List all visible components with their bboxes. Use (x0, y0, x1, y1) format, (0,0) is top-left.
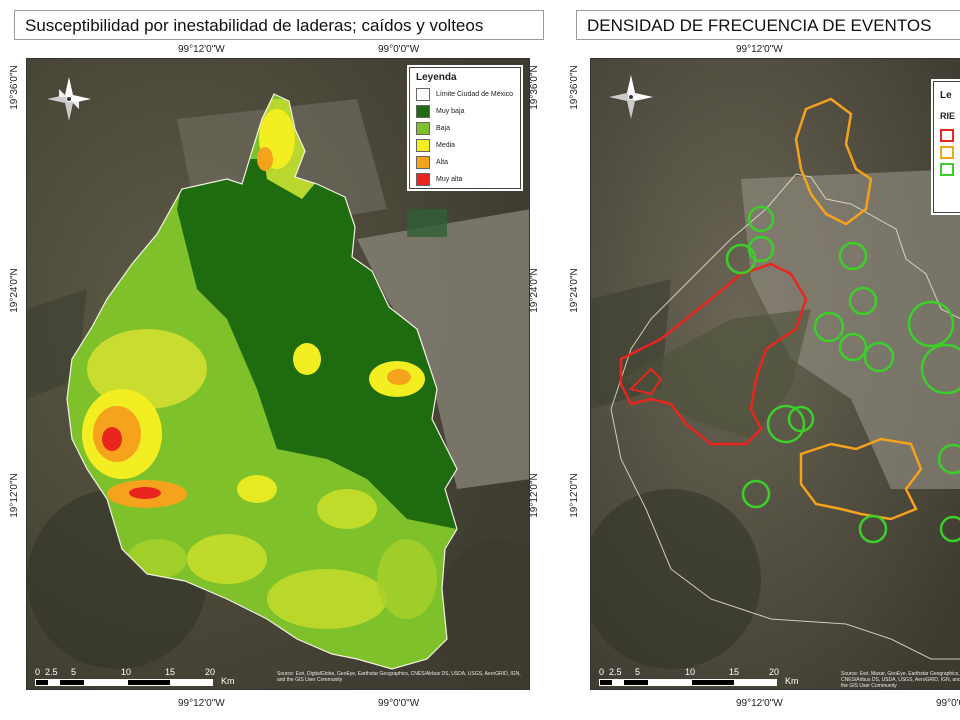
left-tick-label: 19°12'0"N (568, 473, 580, 518)
legend-item: Límite Ciudad de México (410, 86, 520, 103)
legend-item: Muy baja (410, 103, 520, 120)
map-credits: Source: Esri, DigitalGlobe, GeoEye, Eart… (277, 671, 521, 683)
legend-item: Baja (410, 120, 520, 137)
scale-label: 20 (769, 667, 780, 677)
right-tick-label: 19°12'0"N (528, 473, 540, 518)
left-map-title: Susceptibilidad por inestabilidad de lad… (14, 10, 544, 40)
right-map-frame: Le RIE 0 2.5 5 10 15 20 Km (590, 58, 960, 690)
legend-swatch (416, 122, 430, 135)
legend-item: Media (410, 137, 520, 154)
map-credits: Source: Esri, Maxar, GeoEye, Earthstar G… (841, 671, 960, 689)
top-tick-label: 99°12'0"W (178, 44, 225, 55)
legend-subtitle: RIE (940, 111, 956, 121)
right-map-title: DENSIDAD DE FRECUENCIA DE EVENTOS (576, 10, 960, 40)
scale-unit: Km (785, 676, 799, 686)
legend-swatch (940, 129, 954, 142)
top-tick-label: 99°12'0"W (736, 44, 783, 55)
left-tick-label: 19°36'0"N (8, 65, 20, 110)
legend-item: Muy alta (410, 171, 520, 188)
north-arrow-icon (609, 75, 653, 119)
left-tick-label: 19°12'0"N (8, 473, 20, 518)
legend-title: Leyenda (416, 72, 457, 83)
bottom-tick-label: 99°12'0"W (178, 698, 225, 709)
right-density-map (591, 59, 960, 689)
scale-label: 5 (635, 667, 641, 677)
left-tick-label: 19°24'0"N (8, 268, 20, 313)
scale-bar: 0 2.5 5 10 15 20 Km (35, 667, 235, 686)
legend-swatch (416, 173, 430, 186)
scale-label: 10 (685, 667, 696, 677)
scale-unit: Km (221, 676, 235, 686)
right-map-panel: DENSIDAD DE FRECUENCIA DE EVENTOS 99°12'… (560, 0, 960, 720)
scale-label: 15 (165, 667, 176, 677)
legend-swatch (940, 146, 954, 159)
left-legend: Leyenda Límite Ciudad de México Muy baja… (409, 67, 521, 189)
legend-label: Muy alta (436, 176, 463, 183)
legend-title: Le (940, 90, 952, 101)
legend-swatch (416, 105, 430, 118)
left-tick-label: 19°24'0"N (568, 268, 580, 313)
legend-label: Límite Ciudad de México (436, 91, 514, 98)
scale-label: 0 (599, 667, 605, 677)
scale-label: 2.5 (45, 667, 58, 677)
legend-swatch (416, 88, 430, 101)
north-arrow-icon (47, 77, 91, 121)
left-tick-label: 19°36'0"N (568, 65, 580, 110)
right-tick-label: 19°24'0"N (528, 268, 540, 313)
scale-label: 0 (35, 667, 41, 677)
scale-label: 15 (729, 667, 740, 677)
legend-item (934, 161, 960, 178)
left-map-panel: Susceptibilidad por inestabilidad de lad… (8, 10, 544, 709)
legend-label: Baja (436, 125, 451, 132)
scale-bar: 0 2.5 5 10 15 20 Km (599, 667, 799, 686)
legend-swatch (416, 139, 430, 152)
legend-item (934, 144, 960, 161)
bottom-tick-label: 99°0'0"W (936, 698, 960, 709)
bottom-tick-label: 99°0'0"W (378, 698, 420, 709)
left-map-frame: Leyenda Límite Ciudad de México Muy baja… (26, 58, 530, 690)
scale-label: 10 (121, 667, 132, 677)
right-tick-label: 19°36'0"N (528, 65, 540, 110)
legend-swatch (416, 156, 430, 169)
scale-label: 20 (205, 667, 216, 677)
legend-label: Muy baja (436, 108, 465, 115)
legend-label: Media (436, 142, 456, 149)
scale-label: 5 (71, 667, 77, 677)
scale-label: 2.5 (609, 667, 622, 677)
legend-label: Alta (436, 159, 449, 166)
legend-item: Alta (410, 154, 520, 171)
top-tick-label: 99°0'0"W (378, 44, 420, 55)
legend-swatch (940, 163, 954, 176)
legend-item (934, 127, 960, 144)
right-legend: Le RIE (933, 81, 960, 213)
bottom-tick-label: 99°12'0"W (736, 698, 783, 709)
